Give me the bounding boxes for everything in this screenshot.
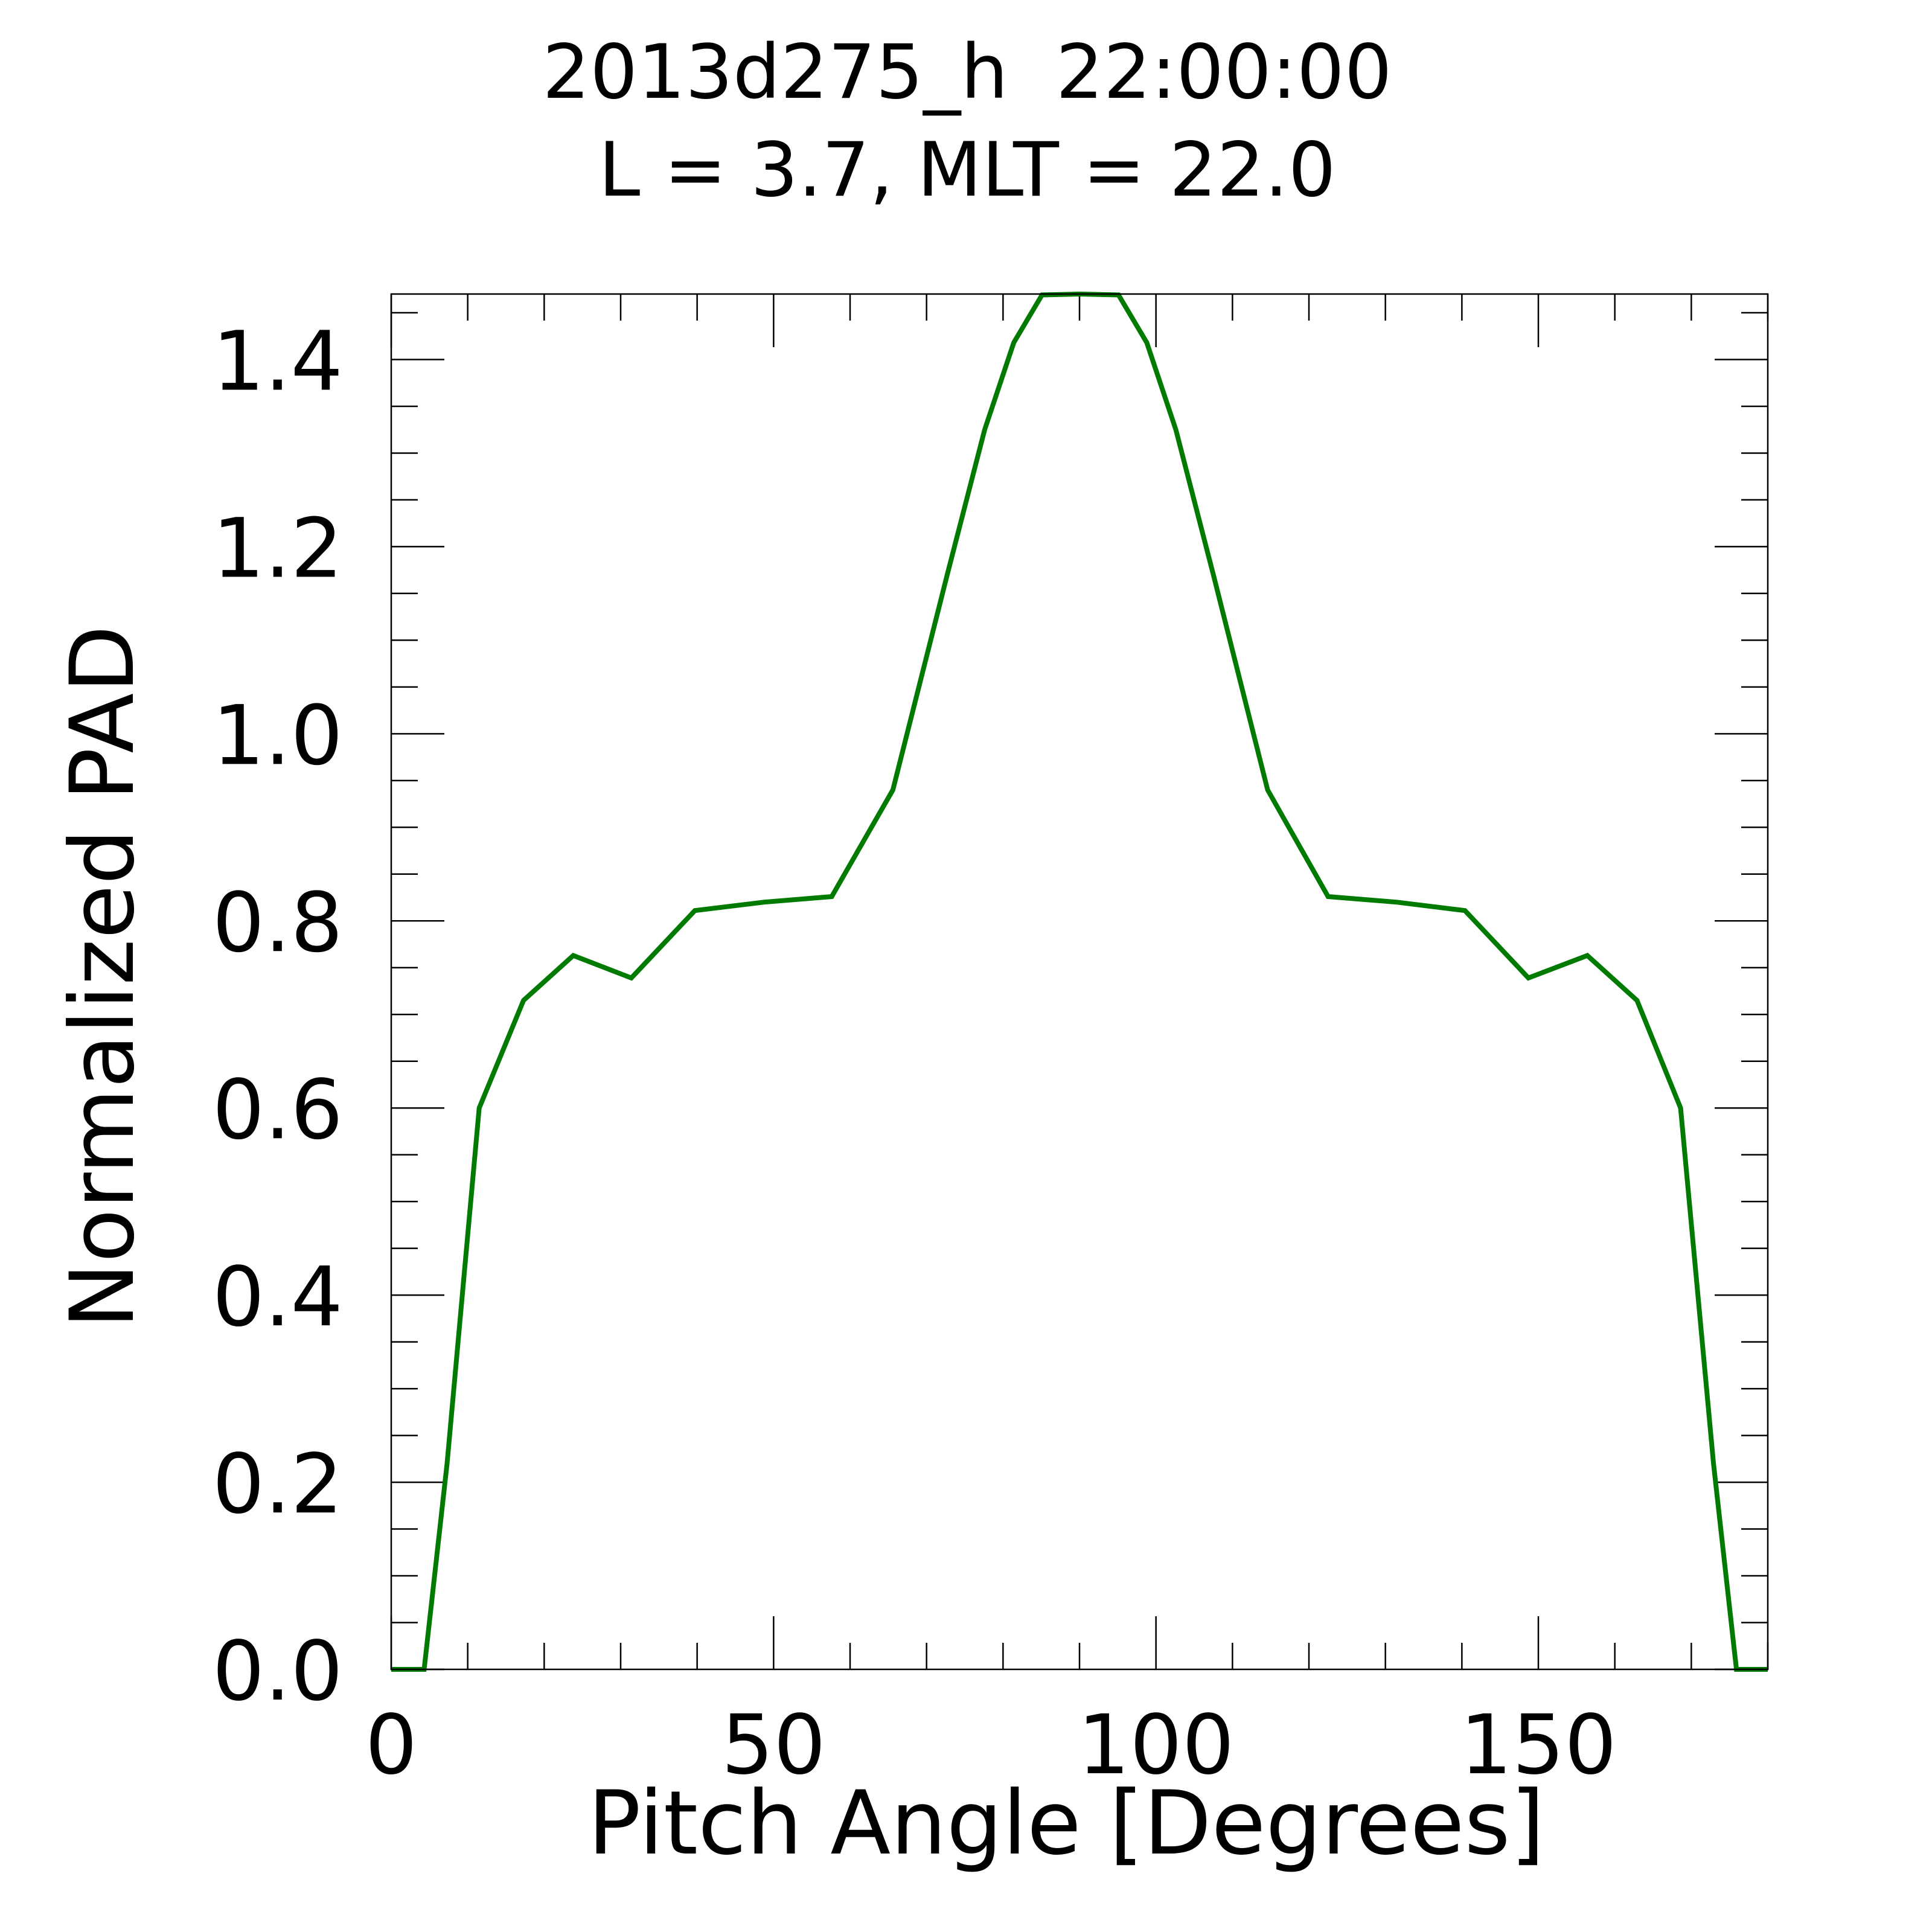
x-tick-label: 150 <box>1460 1698 1617 1793</box>
chart-title-line1: 2013d275_h 22:00:00 <box>542 29 1392 116</box>
x-tick-label: 0 <box>365 1698 418 1793</box>
chart-title-line2: L = 3.7, MLT = 22.0 <box>598 127 1335 214</box>
x-tick-label: 50 <box>721 1698 826 1793</box>
plot-area: 0 50 100 150 0.0 0.2 0.4 0.6 0.8 1.0 1.2 1.4 <box>213 291 1769 1793</box>
y-tick-label: 0.0 <box>213 1624 343 1719</box>
y-tick-label: 1.0 <box>213 688 343 784</box>
plot-frame <box>390 293 1769 1671</box>
y-tick-label: 1.2 <box>213 501 343 597</box>
y-tick-label: 0.2 <box>213 1437 343 1532</box>
y-tick-label: 0.8 <box>213 875 343 971</box>
y-axis-label: Normalized PAD <box>51 625 154 1328</box>
x-tick-label: 100 <box>1078 1698 1235 1793</box>
y-tick-label: 0.6 <box>213 1063 343 1158</box>
y-tick-label: 1.4 <box>213 314 343 409</box>
y-tick-label: 0.4 <box>213 1250 343 1345</box>
x-axis-label: Pitch Angle [Degrees] <box>587 1772 1544 1875</box>
